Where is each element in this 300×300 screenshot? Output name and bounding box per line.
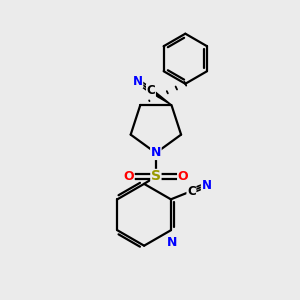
Text: S: S — [151, 169, 161, 184]
Text: O: O — [124, 170, 134, 183]
Text: O: O — [178, 170, 188, 183]
Text: N: N — [151, 146, 161, 159]
Text: C: C — [187, 184, 196, 198]
Polygon shape — [150, 89, 172, 105]
Text: N: N — [167, 236, 178, 248]
Text: N: N — [133, 75, 143, 88]
Text: C: C — [147, 84, 155, 97]
Text: N: N — [201, 178, 212, 192]
